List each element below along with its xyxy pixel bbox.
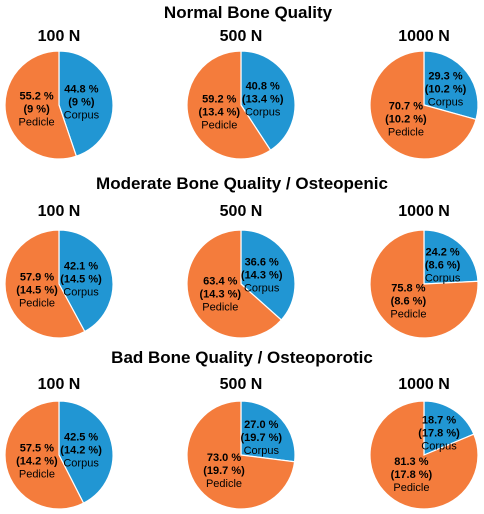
chart-title-osteoporotic-500n: 500 N	[220, 376, 263, 393]
pie-normal-1000n-slice-pedicle	[369, 50, 477, 160]
pie-normal-100n-slice-pedicle	[4, 50, 78, 160]
pie-osteopenic-1000n-label-corpus-name: Corpus	[425, 272, 461, 284]
pie-osteopenic-100n-label-pedicle-value: 57.9 %	[20, 272, 54, 284]
pie-osteoporotic-500n-label-pedicle-sd: (19.7 %)	[203, 465, 245, 477]
pie-osteoporotic-100n-label-pedicle-name: Pedicle	[19, 468, 55, 480]
chart-title-osteopenic-1000n: 1000 N	[398, 203, 450, 220]
pie-osteoporotic-500n-label-corpus-sd: (19.7 %)	[241, 432, 283, 444]
pie-osteoporotic-100n-label-corpus-name: Corpus	[63, 458, 99, 470]
pie-osteopenic-1000n-label-pedicle-sd: (8.6 %)	[391, 295, 427, 307]
pie-osteoporotic-1000n-label-corpus-value: 18.7 %	[422, 415, 456, 427]
pie-osteopenic-100n-slice-pedicle	[4, 229, 86, 339]
pie-osteopenic-500n-slice-corpus	[240, 229, 296, 321]
pie-osteoporotic-1000n-slice-pedicle	[369, 400, 479, 510]
pie-osteopenic-500n-label-corpus-name: Corpus	[244, 283, 280, 295]
pie-normal-500n-label-corpus-name: Corpus	[245, 107, 281, 119]
pie-osteopenic-500n-label-pedicle-value: 63.4 %	[203, 275, 237, 287]
pie-osteopenic-500n-label-corpus-sd: (14.3 %)	[241, 270, 283, 282]
pie-osteoporotic-100n-label-pedicle-value: 57.5 %	[20, 442, 54, 454]
pie-osteoporotic-1000n-slice-corpus	[423, 400, 475, 456]
pie-normal-100n-slice-corpus	[58, 50, 114, 157]
pie-normal-1000n-label-corpus-value: 29.3 %	[428, 71, 462, 83]
pie-normal-500n-label-corpus-value: 40.8 %	[246, 81, 280, 93]
pie-normal-100n-label-corpus-sd: (9 %)	[68, 96, 95, 108]
pie-normal-1000n-label-pedicle-sd: (10.2 %)	[385, 114, 427, 126]
pie-normal-1000n-label-corpus-sd: (10.2 %)	[425, 84, 467, 96]
pie-osteoporotic-500n-label-corpus-name: Corpus	[244, 445, 280, 457]
pie-normal-100n-label-pedicle-name: Pedicle	[19, 117, 55, 129]
pie-osteoporotic-500n-slice-corpus	[240, 400, 296, 463]
pie-normal-1000n-label-pedicle-name: Pedicle	[388, 127, 424, 139]
pie-osteoporotic-100n-label-corpus-sd: (14.2 %)	[60, 445, 102, 457]
pie-osteoporotic-1000n-label-pedicle-value: 81.3 %	[394, 456, 428, 468]
pie-osteopenic-1000n-slice-corpus	[423, 229, 479, 285]
pie-normal-500n-label-corpus-sd: (13.4 %)	[242, 94, 284, 106]
pie-osteopenic-1000n-label-pedicle-name: Pedicle	[390, 308, 426, 320]
pie-osteoporotic-1000n-label-corpus-name: Corpus	[421, 441, 457, 453]
group-title-osteopenic: Moderate Bone Quality / Osteopenic	[96, 174, 388, 193]
pie-osteoporotic-100n-slice-corpus	[58, 400, 114, 504]
pie-osteopenic-500n-label-pedicle-sd: (14.3 %)	[200, 288, 242, 300]
pie-osteopenic-100n-label-corpus-sd: (14.5 %)	[60, 273, 102, 285]
pie-osteopenic-1000n-label-corpus-sd: (8.6 %)	[425, 259, 461, 271]
pie-normal-500n-label-pedicle-value: 59.2 %	[202, 94, 236, 106]
pie-osteopenic-1000n-label-pedicle-value: 75.8 %	[391, 282, 425, 294]
pie-normal-500n-label-pedicle-sd: (13.4 %)	[199, 107, 241, 119]
pie-normal-100n-label-pedicle-sd: (9 %)	[23, 104, 50, 116]
pie-osteoporotic-1000n-label-corpus-sd: (17.8 %)	[418, 428, 460, 440]
pie-osteoporotic-1000n-label-pedicle-sd: (17.8 %)	[391, 469, 433, 481]
pie-osteoporotic-500n-slice-pedicle	[186, 400, 296, 510]
chart-title-normal-100n: 100 N	[38, 28, 81, 45]
pie-osteopenic-500n-slice-pedicle	[186, 229, 283, 339]
group-title-normal: Normal Bone Quality	[164, 3, 333, 22]
pie-normal-100n-label-pedicle-value: 55.2 %	[19, 91, 53, 103]
pie-normal-1000n-label-pedicle-value: 70.7 %	[389, 101, 423, 113]
chart-title-normal-500n: 500 N	[220, 28, 263, 45]
chart-title-osteoporotic-100n: 100 N	[38, 376, 81, 393]
pie-normal-100n-label-corpus-name: Corpus	[64, 109, 100, 121]
pie-osteopenic-100n-label-corpus-value: 42.1 %	[64, 260, 98, 272]
pie-osteoporotic-100n-label-corpus-value: 42.5 %	[64, 432, 98, 444]
pie-osteopenic-500n-label-corpus-value: 36.6 %	[245, 257, 279, 269]
pie-osteoporotic-1000n-label-pedicle-name: Pedicle	[393, 482, 429, 494]
pie-osteoporotic-500n-label-pedicle-name: Pedicle	[206, 478, 242, 490]
pie-osteopenic-500n-label-pedicle-name: Pedicle	[202, 301, 238, 313]
pie-normal-100n-label-corpus-value: 44.8 %	[64, 83, 98, 95]
chart-title-osteopenic-100n: 100 N	[38, 203, 81, 220]
pie-osteopenic-100n-label-pedicle-sd: (14.5 %)	[16, 285, 58, 297]
chart-title-osteoporotic-1000n: 1000 N	[398, 376, 450, 393]
pie-osteoporotic-500n-label-pedicle-value: 73.0 %	[207, 452, 241, 464]
pie-normal-500n-slice-pedicle	[186, 50, 272, 160]
pie-osteoporotic-100n-label-pedicle-sd: (14.2 %)	[16, 455, 58, 467]
chart-title-osteopenic-500n: 500 N	[220, 203, 263, 220]
pie-osteoporotic-500n-label-corpus-value: 27.0 %	[244, 419, 278, 431]
pie-osteopenic-100n-slice-corpus	[58, 229, 114, 333]
chart-title-normal-1000n: 1000 N	[398, 28, 450, 45]
pie-osteopenic-100n-label-pedicle-name: Pedicle	[19, 298, 55, 310]
pie-normal-500n-label-pedicle-name: Pedicle	[201, 120, 237, 132]
pie-normal-1000n-slice-corpus	[423, 50, 479, 121]
pie-osteopenic-100n-label-corpus-name: Corpus	[63, 286, 99, 298]
pie-osteopenic-1000n-slice-pedicle	[369, 229, 479, 339]
pie-osteopenic-1000n-label-corpus-value: 24.2 %	[425, 246, 459, 258]
pie-normal-1000n-label-corpus-name: Corpus	[428, 97, 464, 109]
pie-osteoporotic-100n-slice-pedicle	[4, 400, 85, 510]
group-title-osteoporotic: Bad Bone Quality / Osteoporotic	[111, 348, 373, 367]
